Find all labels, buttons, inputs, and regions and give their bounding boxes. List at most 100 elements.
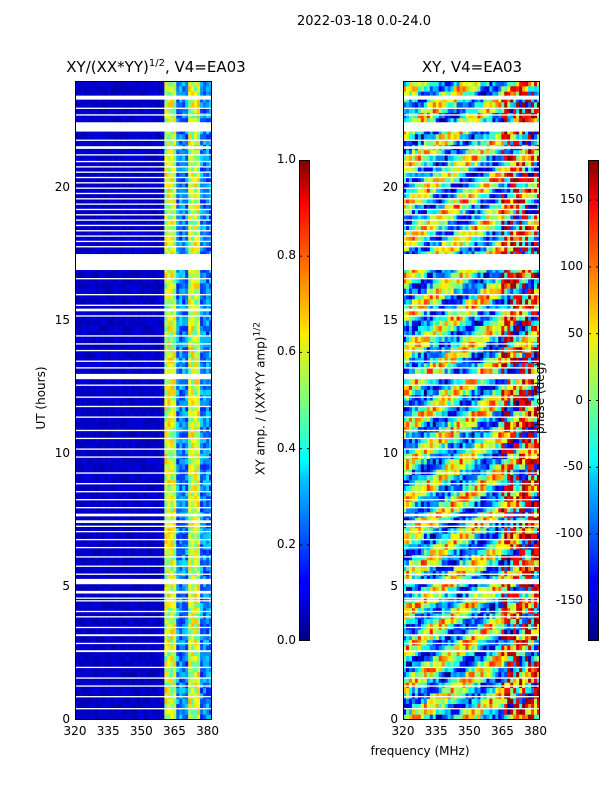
heatmap-cell — [128, 86, 132, 93]
heatmap-cell — [188, 102, 192, 109]
heatmap-cell — [161, 235, 165, 242]
heatmap-cell — [116, 368, 121, 375]
heatmap-cell — [77, 320, 82, 327]
heatmap-cell — [179, 267, 183, 274]
heatmap-cell — [173, 437, 177, 444]
heatmap-cell — [122, 272, 127, 279]
heatmap-cell — [104, 501, 109, 508]
heatmap-cell — [83, 139, 88, 146]
heatmap-cell — [167, 246, 171, 252]
heatmap-cell — [107, 592, 112, 598]
heatmap-cell — [83, 331, 88, 338]
heatmap-cell — [206, 309, 210, 316]
heatmap-cell — [134, 224, 138, 231]
heatmap-cell — [167, 411, 171, 417]
heatmap-cell — [107, 304, 112, 311]
heatmap-cell — [110, 379, 115, 385]
heatmap-cell — [209, 304, 212, 311]
heatmap-cell — [134, 139, 138, 146]
heatmap-cell — [197, 325, 201, 332]
heatmap-cell — [206, 443, 210, 449]
heatmap-cell — [158, 240, 162, 247]
heatmap-cell — [176, 507, 180, 513]
heatmap-cell — [182, 118, 186, 124]
heatmap-cell — [164, 182, 168, 188]
heatmap-cell — [110, 533, 115, 540]
heatmap-cell — [194, 379, 198, 385]
heatmap-cell — [125, 171, 130, 178]
heatmap-cell — [182, 283, 186, 290]
heatmap-cell — [107, 416, 112, 423]
heatmap-cell — [113, 581, 118, 588]
heatmap-cell — [98, 278, 103, 284]
heatmap-cell — [197, 294, 201, 300]
heatmap-cell — [188, 304, 192, 311]
heatmap-cell — [80, 533, 85, 540]
heatmap-cell — [86, 219, 91, 226]
heatmap-cell — [98, 629, 103, 636]
heatmap-cell — [104, 128, 109, 135]
heatmap-cell — [158, 421, 162, 428]
heatmap-cell — [182, 325, 186, 332]
heatmap-cell — [203, 421, 207, 428]
heatmap-cell — [173, 464, 177, 471]
heatmap-cell — [116, 155, 121, 162]
heatmap-cell — [83, 118, 88, 124]
heatmap-cell — [113, 485, 118, 492]
heatmap-cell — [110, 192, 115, 199]
heatmap-cell — [125, 363, 130, 369]
heatmap-cell — [179, 224, 183, 231]
heatmap-cell — [164, 208, 168, 215]
heatmap-cell — [134, 581, 138, 588]
heatmap-cell — [206, 464, 210, 471]
heatmap-cell — [104, 485, 109, 492]
heatmap-cell — [155, 176, 159, 183]
heatmap-cell — [131, 437, 135, 444]
heatmap-cell — [134, 341, 138, 348]
heatmap-cell — [119, 411, 124, 417]
heatmap-cell — [200, 219, 204, 226]
heatmap-cell — [188, 192, 192, 199]
heatmap-cell — [158, 411, 162, 417]
heatmap-cell — [119, 112, 124, 119]
heatmap-cell — [137, 645, 141, 652]
heatmap-cell — [104, 96, 109, 103]
heatmap-cell — [131, 171, 135, 178]
heatmap-cell — [206, 501, 210, 508]
heatmap-cell — [173, 395, 177, 401]
heatmap-cell — [140, 118, 144, 124]
heatmap-cell — [182, 288, 186, 295]
heatmap-cell — [134, 501, 138, 508]
heatmap-cell — [119, 501, 124, 508]
heatmap-cell — [122, 246, 127, 252]
heatmap-cell — [182, 618, 186, 625]
heatmap-cell — [77, 475, 82, 481]
heatmap-cell — [119, 389, 124, 396]
heatmap-cell — [170, 400, 174, 407]
heatmap-cell — [188, 272, 192, 279]
heatmap-cell — [149, 464, 153, 471]
heatmap-cell — [80, 538, 85, 545]
heatmap-cell — [155, 224, 159, 231]
heatmap-cell — [176, 150, 180, 156]
heatmap-cell — [77, 309, 82, 316]
heatmap-cell — [110, 96, 115, 103]
heatmap-cell — [92, 102, 97, 109]
heatmap-cell — [167, 240, 171, 247]
heatmap-cell — [152, 363, 156, 369]
heatmap-cell — [167, 485, 171, 492]
heatmap-cell — [86, 160, 91, 167]
heatmap-cell — [173, 299, 177, 306]
heatmap-cell — [170, 288, 174, 295]
heatmap-cell — [176, 128, 180, 135]
heatmap-cell — [194, 139, 198, 146]
heatmap-cell — [185, 533, 189, 540]
heatmap-cell — [137, 475, 141, 481]
heatmap-cell — [92, 405, 97, 412]
heatmap-cell — [80, 507, 85, 513]
heatmap-cell — [161, 134, 165, 140]
heatmap-cell — [143, 176, 147, 183]
heatmap-cell — [146, 368, 150, 375]
heatmap-cell — [107, 331, 112, 338]
heatmap-cell — [149, 549, 153, 556]
